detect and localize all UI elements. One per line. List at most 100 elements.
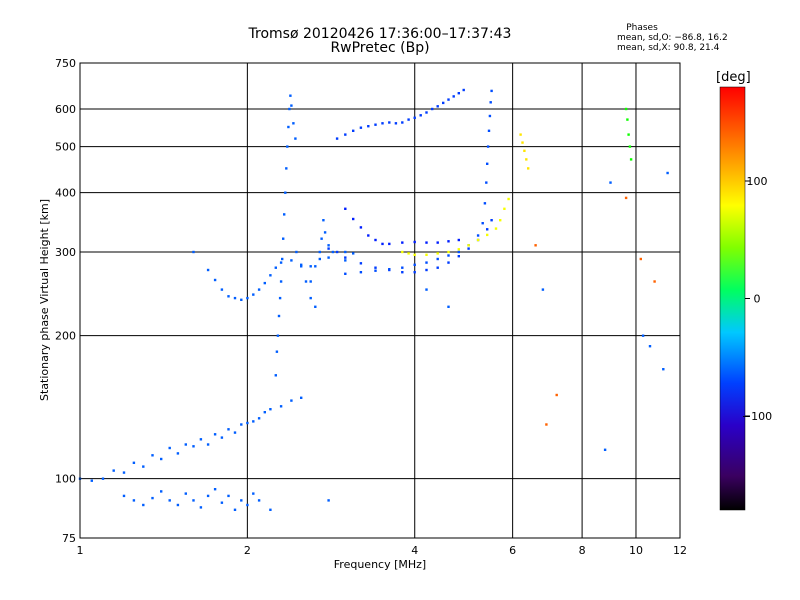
- data-point: [327, 499, 330, 502]
- data-point: [269, 508, 272, 511]
- data-point: [359, 126, 363, 129]
- y-tick-label: 750: [55, 57, 76, 70]
- data-point: [206, 494, 210, 498]
- data-point: [534, 244, 537, 247]
- data-point: [279, 261, 283, 264]
- data-point: [467, 244, 470, 247]
- data-point: [206, 443, 210, 446]
- data-point: [367, 125, 370, 128]
- data-point: [278, 296, 282, 300]
- data-point: [132, 461, 136, 464]
- data-point: [457, 248, 460, 251]
- data-point: [425, 241, 428, 244]
- data-point: [101, 477, 105, 480]
- data-point: [486, 162, 489, 165]
- data-point: [274, 266, 277, 269]
- data-point: [457, 92, 460, 95]
- data-point: [246, 296, 249, 300]
- data-point: [275, 350, 279, 353]
- data-point: [285, 167, 288, 170]
- data-point: [318, 257, 321, 261]
- data-point: [447, 305, 450, 308]
- data-point: [227, 494, 230, 498]
- data-point: [639, 257, 642, 261]
- data-point: [295, 250, 298, 254]
- data-point: [352, 217, 355, 221]
- data-point: [425, 261, 428, 264]
- data-point: [240, 499, 243, 502]
- data-point: [490, 219, 493, 222]
- data-point: [648, 345, 652, 348]
- data-point: [176, 503, 180, 507]
- data-point: [519, 133, 522, 136]
- data-point: [442, 101, 445, 105]
- data-point: [142, 465, 145, 468]
- data-point: [240, 298, 243, 301]
- data-point: [160, 457, 163, 461]
- y-tick-label: 600: [55, 103, 76, 116]
- stats-x-line: mean, sd,X: 90.8, 21.4: [617, 43, 720, 53]
- data-point: [309, 280, 312, 283]
- data-point: [289, 94, 292, 97]
- y-axis-ticks: 75 100 200 300 400 500 600 750: [55, 57, 76, 545]
- data-point: [457, 250, 460, 254]
- data-point: [227, 295, 230, 298]
- data-point: [662, 368, 665, 371]
- data-point: [309, 265, 312, 268]
- data-point: [344, 207, 347, 210]
- data-point: [300, 263, 303, 266]
- data-point: [344, 272, 347, 275]
- data-point: [344, 256, 347, 259]
- data-point: [381, 122, 384, 125]
- data-point: [300, 265, 303, 268]
- data-point: [447, 254, 450, 257]
- data-point: [401, 121, 404, 124]
- colorbar-ticks: 100 0 −100: [742, 175, 772, 423]
- x-tick-label: 12: [673, 544, 687, 557]
- data-point: [288, 107, 291, 111]
- data-point: [653, 280, 656, 283]
- data-point: [499, 219, 502, 222]
- colorbar-tick-label: −100: [742, 410, 772, 423]
- data-point: [476, 238, 480, 242]
- data-point: [290, 104, 293, 107]
- y-tick-label: 100: [55, 473, 76, 486]
- y-tick-label: 300: [55, 246, 76, 259]
- data-point: [666, 171, 669, 175]
- stats-o-line: mean, sd,O: −86.8, 16.2: [617, 33, 728, 43]
- data-point: [626, 118, 629, 121]
- data-point: [527, 167, 530, 170]
- data-point: [335, 250, 339, 254]
- chart-subtitle: RwPretec (Bp): [330, 40, 430, 56]
- x-tick-label: 8: [579, 544, 586, 557]
- data-point: [294, 137, 297, 140]
- data-point: [327, 256, 330, 259]
- x-tick-label: 4: [411, 544, 418, 557]
- data-point: [367, 234, 370, 237]
- data-point: [401, 271, 404, 274]
- data-point: [476, 234, 480, 237]
- data-point: [425, 288, 428, 291]
- data-point: [487, 129, 491, 132]
- colorbar-unit: [deg]: [716, 70, 751, 85]
- data-point: [227, 428, 230, 431]
- data-point: [309, 296, 312, 300]
- data-point: [523, 149, 526, 152]
- stats-heading: Phases: [626, 23, 658, 33]
- data-point: [269, 408, 272, 411]
- data-point: [220, 288, 224, 291]
- data-point: [304, 280, 308, 283]
- data-point: [274, 374, 277, 377]
- data-point: [132, 499, 136, 502]
- data-point: [213, 488, 217, 491]
- data-point: [300, 396, 303, 399]
- x-axis-ticks: 1 2 4 6 8 10 12: [77, 544, 688, 557]
- data-point: [290, 399, 293, 402]
- data-point: [457, 255, 460, 258]
- chart-title: Tromsø 20120426 17:36:00–17:37:43: [248, 26, 512, 42]
- data-point: [323, 231, 327, 234]
- data-point: [344, 250, 347, 254]
- data-point: [609, 181, 612, 184]
- data-point: [452, 95, 455, 98]
- data-point: [483, 202, 487, 205]
